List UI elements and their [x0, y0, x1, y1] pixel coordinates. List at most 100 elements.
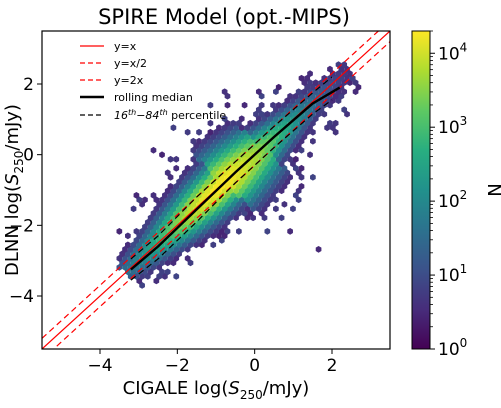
hexbin-cell — [244, 205, 251, 213]
hexbin-cell — [196, 218, 202, 226]
hexbin-cell — [218, 164, 225, 172]
hexbin-cell — [167, 209, 174, 217]
hexbin-cell — [199, 169, 205, 177]
hexbin-cell — [258, 128, 265, 136]
hexbin-cell — [324, 79, 330, 87]
hexbin-cell — [267, 142, 274, 150]
hexbin-cell — [273, 178, 279, 186]
hexbin-cell — [207, 155, 214, 163]
hexbin-cell — [332, 128, 339, 136]
hexbin-cell — [170, 205, 177, 213]
y-tick-label: 2 — [23, 75, 34, 95]
hexbin-cell — [159, 223, 165, 231]
hexbin-cell — [218, 227, 225, 235]
hexbin-cell — [201, 218, 208, 226]
hexbin-cell — [247, 182, 254, 190]
x-axis-label-sub: 250 — [240, 388, 263, 402]
hexbin-cell — [344, 110, 350, 118]
hexbin-cell — [310, 119, 316, 127]
hexbin-cell — [253, 137, 259, 145]
hexbin-cell — [292, 119, 299, 127]
hexbin-cell — [332, 92, 339, 100]
y-axis-label-sub: 250 — [12, 151, 26, 174]
hexbin-cell — [244, 196, 251, 204]
hexbin-cell — [184, 237, 191, 244]
hexbin-cell — [258, 191, 265, 199]
hexbin-cell — [338, 65, 345, 73]
hexbin-cell — [301, 133, 308, 141]
hexbin-cell — [287, 146, 293, 154]
colorbar-tick-label: 104 — [438, 40, 467, 64]
hexbin-cell — [258, 101, 265, 109]
hexbin-cell — [224, 146, 231, 154]
hexbin-cell — [258, 173, 265, 181]
hexbin-cell — [264, 119, 271, 127]
hexbin-cell — [258, 182, 265, 190]
hexbin-cell — [238, 142, 245, 150]
hexbin-cell — [267, 178, 274, 186]
hexbin-cell — [241, 200, 248, 208]
hexbin-cell — [221, 160, 228, 168]
hexbin-cell — [335, 97, 342, 105]
hexbin-cell — [218, 137, 225, 145]
hexbin-cell — [227, 196, 234, 204]
hexbin-cell — [170, 250, 177, 258]
hexbin-cell — [298, 182, 305, 190]
hexbin-cell — [261, 124, 268, 132]
hexbin-cell — [292, 92, 299, 100]
hexbin-cell — [224, 155, 231, 163]
hexbin-cell — [153, 277, 160, 285]
hexbin-cell — [133, 191, 140, 199]
hexbin-cell — [273, 151, 279, 159]
hexbin-cell — [298, 146, 305, 154]
hexbin-cell — [216, 223, 222, 231]
hexbin-cell — [295, 187, 302, 195]
hexbin-cell — [236, 146, 242, 154]
hexbin-cell — [236, 173, 242, 181]
hexbin-cell — [179, 191, 185, 199]
hexbin-cell — [315, 110, 322, 118]
hexbin-cell — [247, 200, 254, 208]
hexbin-cell — [329, 97, 336, 105]
hexbin-cell — [255, 106, 262, 114]
chart-title: SPIRE Model (opt.-MIPS) — [98, 5, 350, 29]
hexbin-cell — [230, 182, 237, 190]
hexbin-cell — [270, 182, 276, 190]
hexbin-cell — [295, 106, 302, 114]
hexbin-cell — [213, 146, 219, 154]
hexbin-cell — [153, 232, 160, 240]
hexbin-cell — [162, 200, 168, 208]
hexbin-cell — [236, 227, 242, 235]
hexbin-cell — [278, 169, 285, 177]
plot-frame — [41, 30, 391, 350]
hexbin-cell — [181, 187, 188, 195]
hexbin-cell — [176, 205, 182, 213]
hexbin-cell — [281, 164, 288, 172]
hexbin-cell — [204, 232, 211, 240]
hexbin-cell — [164, 196, 171, 204]
hexbin-cell — [258, 119, 265, 127]
hexbin-cell — [287, 101, 293, 109]
hexbin-cell — [264, 110, 271, 118]
hexbin-cell — [190, 164, 197, 172]
hexbin-cell — [142, 196, 148, 204]
hexbin-cell — [301, 79, 308, 87]
hexbin-cell — [341, 106, 348, 114]
hexbin-cell — [341, 88, 348, 96]
hexbin-cell — [312, 115, 319, 123]
hexbin-cell — [221, 169, 228, 177]
hexbin-cell — [295, 97, 302, 105]
hexbin-cell — [224, 92, 231, 100]
hexbin-cell — [213, 227, 219, 235]
hexbin-cell — [224, 182, 231, 190]
hexbin-cell — [253, 119, 259, 127]
hexbin-cell — [247, 191, 254, 199]
hexbin-cell — [136, 277, 143, 285]
hexbin-cell — [159, 151, 165, 159]
hexbin-cell — [167, 200, 174, 208]
hexbin-cell — [224, 128, 231, 136]
hexbin-cell — [136, 232, 143, 240]
hexbin-cell — [207, 182, 214, 190]
hexbin-cell — [193, 214, 200, 222]
